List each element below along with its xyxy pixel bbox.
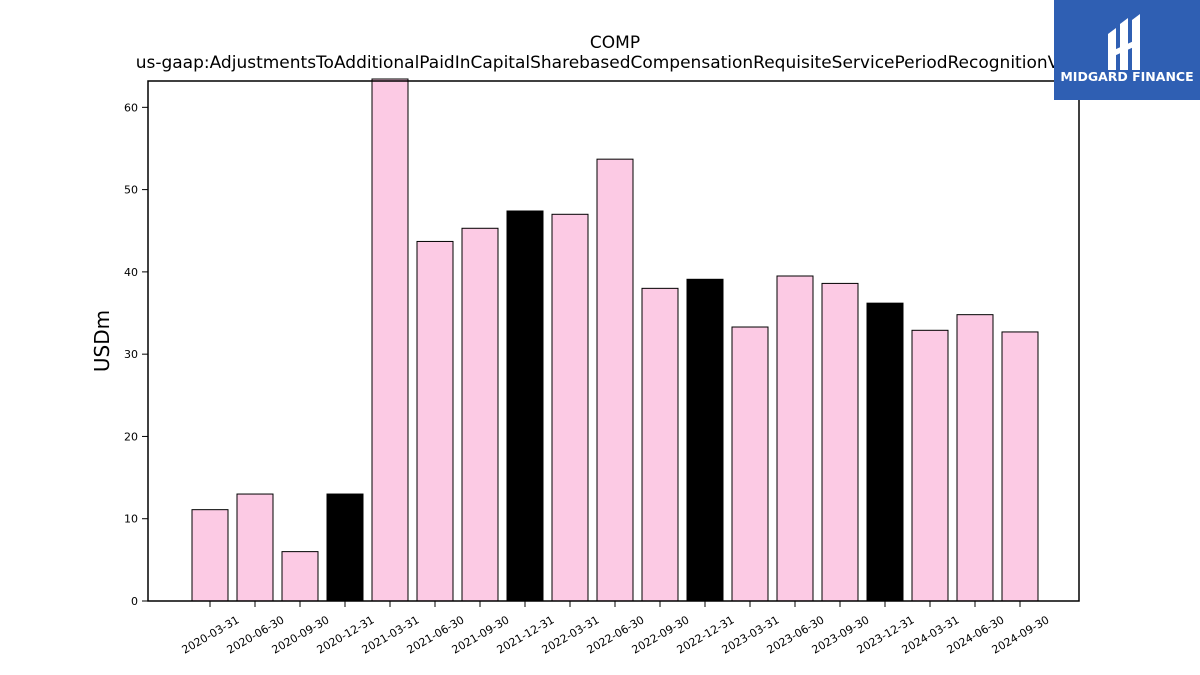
y-tick-label: 30 [124, 348, 138, 361]
bar-2020-09-30 [281, 551, 319, 602]
y-tick-label: 20 [124, 430, 138, 443]
bar-2023-12-31 [866, 302, 904, 602]
chart-title: COMP [590, 33, 640, 53]
bar-2020-06-30 [236, 493, 274, 602]
bar-2022-12-31 [686, 278, 724, 602]
y-axis: 0 10 20 30 40 50 60 [124, 101, 148, 608]
bar-2023-06-30 [776, 275, 814, 602]
bar-2023-09-30 [821, 282, 859, 602]
y-tick-label: 50 [124, 184, 138, 197]
x-axis: 2020-03-312020-06-302020-09-302020-12-31… [180, 601, 1052, 657]
bar-2021-03-31 [371, 78, 409, 602]
bar-2024-03-31 [911, 329, 949, 602]
logo-mark-icon [1108, 14, 1140, 70]
bar-2024-09-30 [1001, 331, 1039, 602]
bars-group [191, 78, 1039, 602]
bar-2022-09-30 [641, 287, 679, 602]
y-tick-label: 10 [124, 513, 138, 526]
logo-text: MIDGARD FINANCE [1060, 69, 1193, 84]
y-tick-label: 60 [124, 101, 138, 114]
bar-2022-06-30 [596, 158, 634, 602]
y-tick-label: 40 [124, 266, 138, 279]
y-axis-label: USDm [90, 310, 114, 372]
bar-2024-06-30 [956, 314, 994, 602]
logo: MIDGARD FINANCE [1054, 0, 1200, 100]
bar-2021-09-30 [461, 227, 499, 602]
y-tick-label: 0 [131, 595, 138, 608]
chart-subtitle: us-gaap:AdjustmentsToAdditionalPaidInCap… [136, 53, 1095, 73]
bar-2020-12-31 [326, 493, 364, 602]
plot-frame [147, 80, 1080, 602]
bar-2022-03-31 [551, 213, 589, 602]
bar-2020-03-31 [191, 509, 229, 602]
bar-2021-06-30 [416, 240, 454, 602]
bar-2023-03-31 [731, 326, 769, 602]
bar-2021-12-31 [506, 210, 544, 602]
